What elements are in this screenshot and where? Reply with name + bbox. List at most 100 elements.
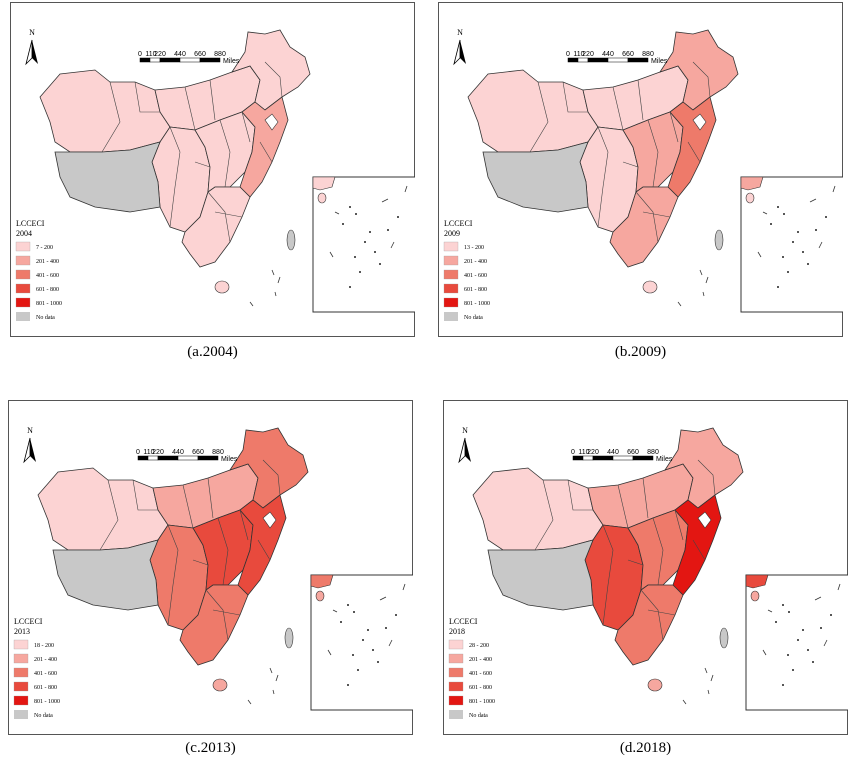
province-border xyxy=(259,141,273,163)
legend-swatch-no-data xyxy=(444,312,458,321)
legend-swatch xyxy=(15,283,31,294)
legend-title: LCCECI xyxy=(14,617,43,626)
legend-swatch xyxy=(15,297,31,308)
province-border xyxy=(192,559,209,566)
bohai-sea xyxy=(697,511,712,529)
inset-island xyxy=(402,583,406,591)
inset-hainan xyxy=(317,192,327,204)
inset-island xyxy=(788,611,790,613)
province-border xyxy=(612,86,624,131)
region-central xyxy=(627,509,689,591)
legend-swatch xyxy=(13,653,29,664)
island xyxy=(710,674,714,682)
inset-island xyxy=(369,231,371,233)
province-border xyxy=(674,509,684,541)
legend-swatch-no-data xyxy=(16,312,30,321)
legend-class-label: 401 - 600 xyxy=(464,273,487,279)
legend-class-label: 601 - 800 xyxy=(36,287,59,293)
scale-tick-label: 220 xyxy=(154,51,166,58)
region-central xyxy=(622,111,684,193)
province-border xyxy=(562,81,588,113)
legend-class-label: 201 - 400 xyxy=(36,259,59,265)
scale-tick-label: 660 xyxy=(622,51,634,58)
inset-island xyxy=(802,251,804,253)
bohai-sea xyxy=(262,511,277,529)
scale-tick-label: 440 xyxy=(602,51,614,58)
province-border xyxy=(697,459,716,496)
legend-swatch xyxy=(15,255,31,266)
scale-tick-label: 880 xyxy=(214,51,226,58)
province-border xyxy=(635,191,659,243)
province-border xyxy=(642,477,649,519)
island xyxy=(699,269,703,276)
scale-tick-label: 660 xyxy=(194,51,206,58)
taiwan xyxy=(714,229,724,251)
legend-swatch xyxy=(448,639,464,650)
inset-island xyxy=(381,198,389,203)
legend-swatch xyxy=(448,695,464,706)
legend-class-label: 601 - 800 xyxy=(464,287,487,293)
inset-island xyxy=(379,263,381,265)
scale-tick-label: 0 xyxy=(566,51,570,58)
inset-frame xyxy=(745,574,848,711)
province-border xyxy=(219,119,231,188)
province-border xyxy=(627,559,644,566)
region-central xyxy=(192,509,254,591)
inset-island xyxy=(367,629,369,631)
legend-class-label: 401 - 600 xyxy=(469,671,492,677)
legend-class-label: 801 - 1000 xyxy=(469,699,495,705)
legend-class-label: 28 - 200 xyxy=(469,643,489,649)
inset-island xyxy=(374,251,376,253)
inset-island xyxy=(787,271,789,273)
map-panel-2013: N 0 110 220 440 660 880 Miles LCCECI 2013 18 - 200… xyxy=(8,400,413,735)
inset-island xyxy=(814,596,822,601)
region-south xyxy=(179,584,249,666)
province-border xyxy=(209,79,216,121)
province-border xyxy=(132,479,158,511)
scale-tick-label: 0 xyxy=(138,51,142,58)
inset-island xyxy=(783,213,785,215)
legend-no-data-label: No data xyxy=(469,713,488,719)
inset-island xyxy=(782,256,784,258)
province-border xyxy=(134,81,160,113)
north-label: N xyxy=(457,28,463,37)
map-panel-2009: N 0 110 220 440 660 880 Miles LCCECI 2009 13 - 200… xyxy=(438,2,843,337)
legend-class-label: 401 - 600 xyxy=(36,273,59,279)
inset-island xyxy=(357,669,359,671)
province-border xyxy=(637,79,644,121)
inset-island xyxy=(340,621,342,623)
bohai-sea xyxy=(692,113,707,131)
scale-tick-label: 880 xyxy=(647,449,659,456)
hainan xyxy=(642,280,658,294)
inset-island xyxy=(347,604,349,606)
inset-island xyxy=(762,649,767,656)
inset-island xyxy=(812,661,814,663)
inset-island xyxy=(372,649,374,651)
legend-no-data-label: No data xyxy=(36,315,55,321)
inset-island xyxy=(329,251,334,258)
legend-class-label: 801 - 1000 xyxy=(36,301,62,307)
inset-island xyxy=(327,649,332,656)
legend-title: LCCECI xyxy=(449,617,478,626)
inset-hainan xyxy=(315,590,325,602)
south-china-sea-inset xyxy=(740,176,843,313)
legend-swatch xyxy=(13,695,29,706)
north-arrow-icon xyxy=(25,39,38,66)
province-border xyxy=(169,126,181,228)
province-border xyxy=(692,61,711,98)
region-northeast xyxy=(231,29,311,111)
province-border xyxy=(184,86,196,131)
inset-island xyxy=(823,639,828,647)
island xyxy=(704,667,708,674)
province-border xyxy=(194,161,211,168)
island xyxy=(249,301,254,307)
island xyxy=(274,291,277,297)
legend-year: 2004 xyxy=(16,229,32,238)
province-border xyxy=(669,111,679,143)
legend-class-label: 401 - 600 xyxy=(34,671,57,677)
legend-title: LCCECI xyxy=(16,219,45,228)
bohai-sea xyxy=(264,113,279,131)
